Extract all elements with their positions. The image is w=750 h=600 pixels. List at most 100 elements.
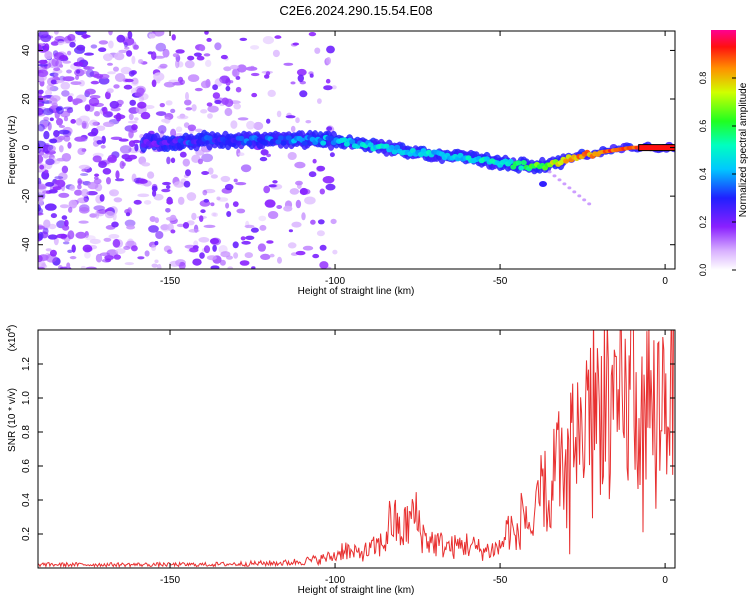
noise-blob (118, 49, 128, 54)
noise-blob (138, 95, 144, 103)
spectrogram-frame (37, 30, 676, 270)
noise-blob (214, 42, 222, 51)
noise-blob (151, 79, 157, 88)
noise-blob (154, 241, 159, 246)
noise-blob (220, 251, 231, 258)
noise-blob (44, 203, 57, 211)
noise-blob (210, 202, 215, 207)
noise-blob (131, 245, 138, 252)
noise-blob (153, 193, 164, 201)
noise-blob (76, 44, 86, 51)
noise-blob (210, 174, 218, 179)
noise-blob (329, 152, 335, 158)
noise-blob (232, 68, 240, 78)
noise-blob (246, 120, 255, 130)
noise-blob (195, 128, 203, 133)
noise-blob (171, 34, 176, 41)
noise-blob (82, 244, 93, 253)
noise-blob (330, 218, 337, 225)
noise-blob (187, 74, 200, 82)
noise-blob (119, 145, 132, 154)
noise-blob (317, 219, 325, 225)
noise-blob (52, 186, 62, 191)
x-tick-label: 0 (662, 575, 668, 586)
noise-blob (331, 85, 337, 90)
noise-blob (98, 47, 107, 52)
noise-blob (51, 58, 59, 67)
ridge-core (246, 140, 253, 146)
noise-blob (118, 138, 129, 142)
noise-blob (131, 55, 136, 65)
noise-blob (81, 168, 88, 172)
ridge-core (391, 149, 398, 155)
noise-blob (153, 72, 165, 82)
noise-blob (250, 227, 259, 233)
colorbar-gradient (711, 30, 736, 270)
noise-blob (148, 33, 156, 39)
noise-blob (131, 173, 137, 183)
noise-blob (223, 66, 232, 72)
ridge-core (285, 135, 292, 141)
noise-blob (164, 113, 174, 120)
noise-blob (295, 117, 300, 124)
noise-blob (132, 139, 141, 144)
noise-blob (85, 266, 97, 269)
noise-blob (92, 121, 100, 126)
noise-blob (131, 124, 138, 131)
noise-blob (239, 37, 248, 42)
x-tick-label: -100 (325, 575, 345, 586)
noise-blob (73, 61, 84, 67)
noise-blob (99, 252, 111, 257)
noise-blob (78, 164, 91, 170)
noise-blob (107, 71, 116, 75)
noise-blob (38, 187, 46, 195)
branch-blob (587, 202, 592, 206)
noise-blob (312, 158, 317, 164)
noise-blob (78, 115, 90, 123)
noise-blob (99, 194, 105, 202)
noise-blob (235, 86, 242, 93)
ridge-core (563, 158, 570, 164)
colorbar: 0.0 0.2 0.4 0.6 0.8 Normalized spectral ampl… (698, 30, 749, 276)
spectrogram-panel: -150 -100 -50 0 -40 -20 0 20 40 Height of strai… (7, 30, 676, 297)
ridge-core (328, 135, 335, 141)
noise-blob (81, 120, 87, 129)
noise-blob (84, 251, 91, 259)
noise-blob (212, 212, 218, 217)
noise-blob (196, 55, 205, 61)
y-tick-label: -20 (21, 188, 32, 203)
noise-blob (220, 175, 231, 183)
noise-blob (251, 266, 256, 269)
noise-blob (115, 170, 120, 180)
noise-blob (153, 55, 165, 59)
noise-blob (257, 243, 266, 252)
x-tick-label: -50 (493, 575, 508, 586)
noise-blob (302, 245, 314, 251)
noise-blob (203, 188, 216, 194)
ridge-core (275, 139, 282, 145)
noise-blob (84, 235, 96, 241)
noise-blob (38, 145, 42, 154)
noise-blob (305, 120, 312, 124)
noise-blob (47, 234, 58, 240)
noise-blob (96, 125, 106, 131)
noise-blob (38, 69, 49, 78)
noise-blob (206, 255, 217, 261)
noise-blob (111, 221, 119, 228)
branch-blob (572, 190, 577, 194)
noise-blob (166, 200, 174, 205)
noise-blob (106, 88, 114, 94)
noise-blob (205, 59, 212, 67)
noise-blob (39, 164, 45, 170)
noise-blob (148, 225, 159, 233)
noise-blob (326, 45, 335, 54)
noise-blob (69, 41, 76, 48)
noise-blob (61, 153, 72, 162)
noise-blob (167, 249, 173, 254)
noise-blob (38, 103, 45, 107)
noise-blob (62, 241, 70, 245)
noise-blob (312, 253, 320, 259)
noise-blob (204, 31, 209, 35)
branch-blob (577, 194, 582, 198)
noise-blob (80, 265, 86, 269)
